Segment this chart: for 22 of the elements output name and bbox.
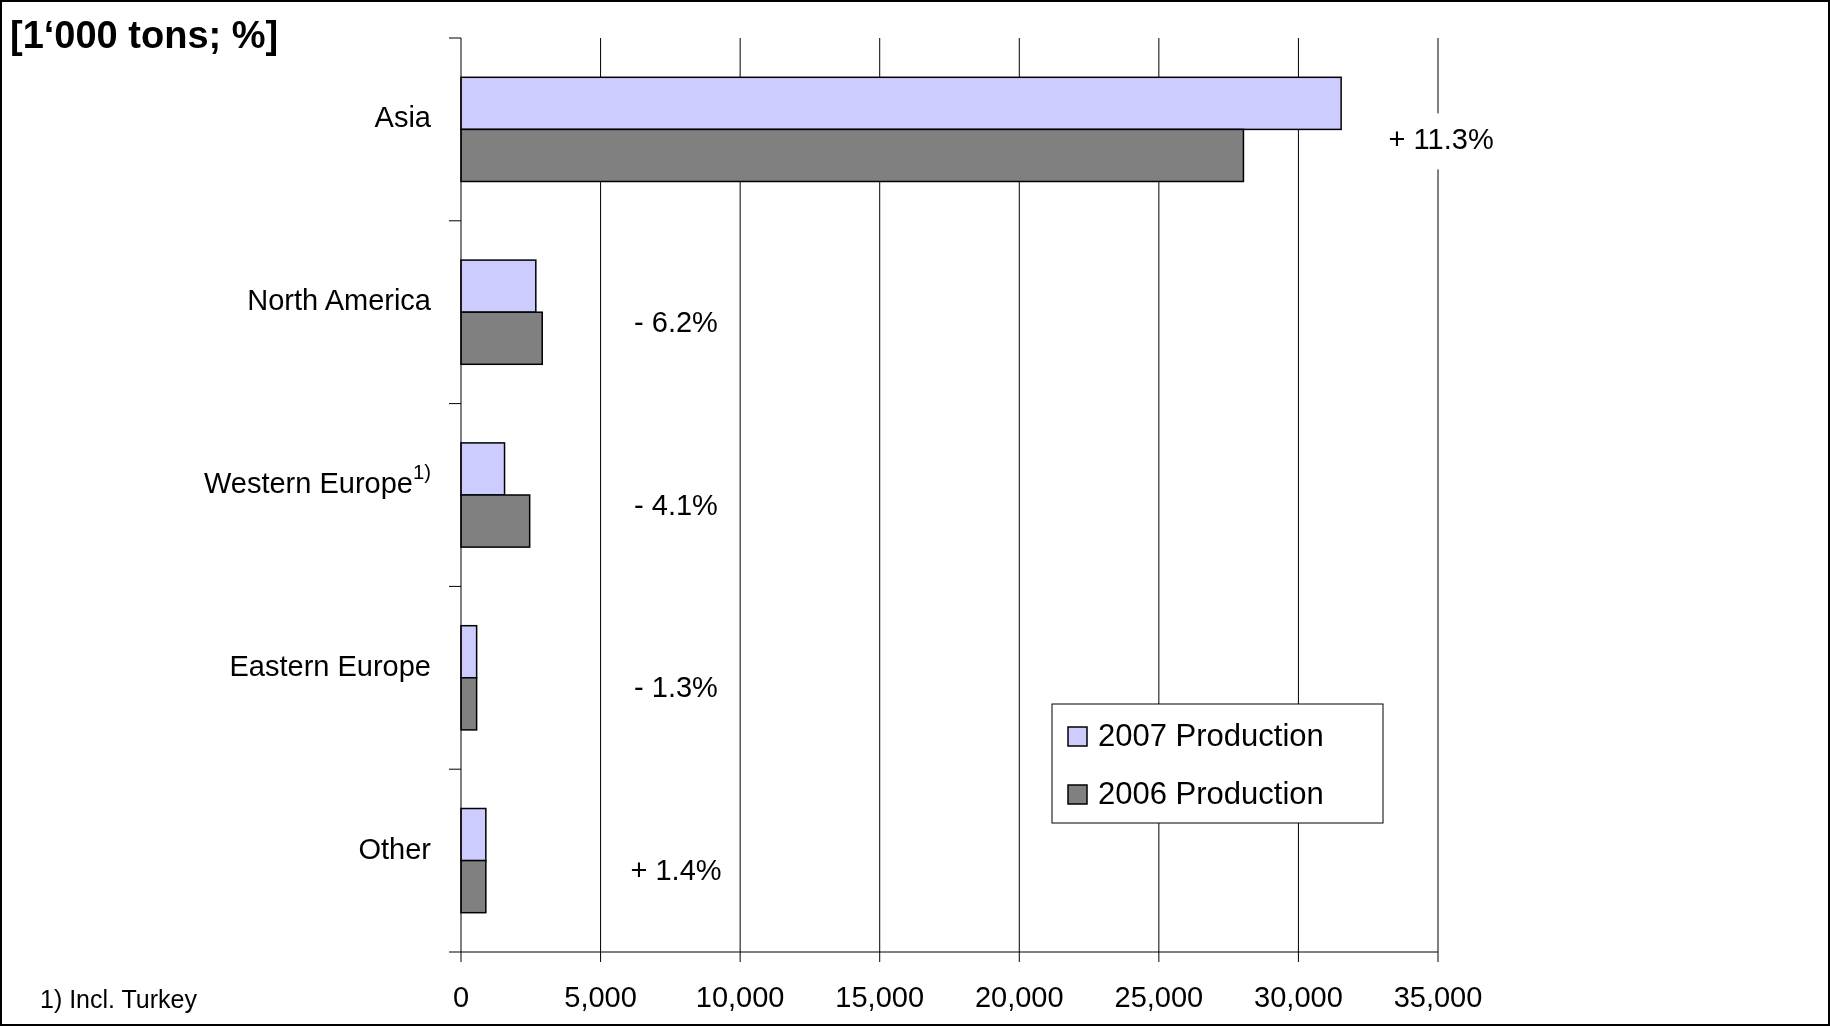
- legend-label: 2006 Production: [1098, 776, 1324, 812]
- x-tick-label: 0: [452, 981, 470, 1013]
- text: [1‘000 tons; %]: [10, 14, 279, 56]
- x-tick-label: 35,000: [1393, 981, 1483, 1013]
- annotation: - 4.1%: [634, 488, 718, 521]
- annotation: - 6.2%: [634, 305, 718, 338]
- x-tick-label: 20,000: [974, 981, 1064, 1013]
- y-tick-label: Western Europe$^{1)}$: [203, 461, 431, 499]
- x-tick-label: 30,000: [1254, 981, 1343, 1013]
- annotation: + 11.3%: [1388, 123, 1494, 156]
- x-tick-label: 25,000: [1114, 981, 1204, 1013]
- y-tick-label: Eastern Europe: [229, 649, 431, 682]
- text: 1) Incl. Turkey: [40, 985, 198, 1013]
- y-tick-label: North America: [247, 283, 432, 316]
- x-tick-label: 15,000: [835, 981, 925, 1013]
- y-tick-label: Other: [358, 832, 432, 865]
- annotation: - 1.3%: [634, 671, 718, 704]
- x-tick-label: 5,000: [564, 981, 637, 1013]
- y-tick-label: Asia: [374, 101, 432, 134]
- x-tick-label: 10,000: [695, 981, 785, 1013]
- legend-label: 2007 Production: [1098, 718, 1324, 754]
- annotation: + 1.4%: [630, 854, 722, 887]
